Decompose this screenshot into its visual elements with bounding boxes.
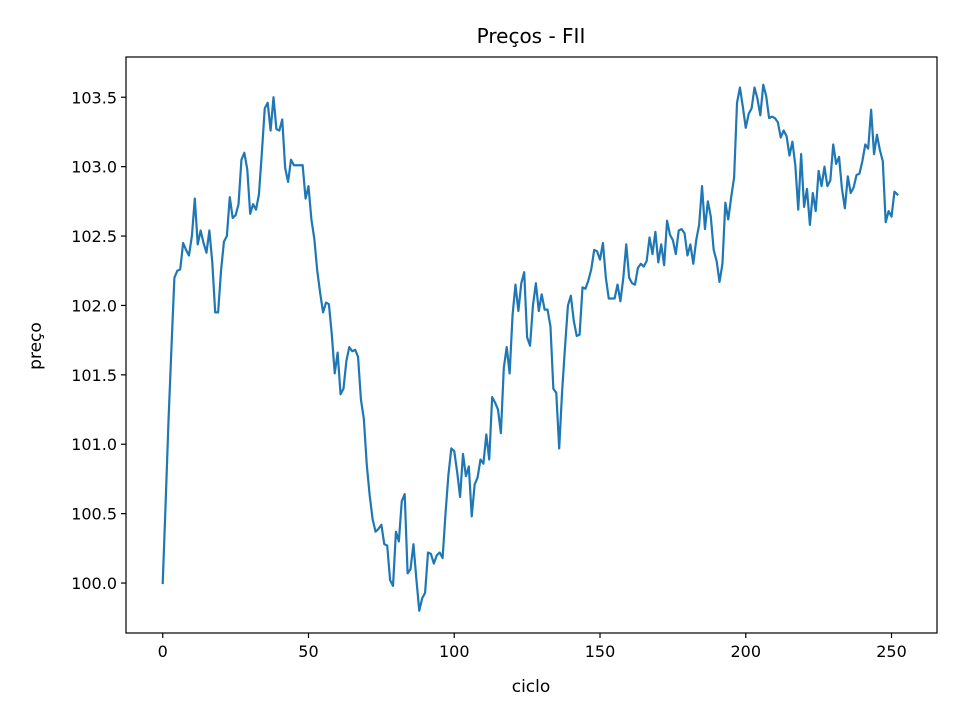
- plot-area: 0 50 100 150 200 250 100.0 100.5 101.0 101.5 102.0…: [71, 56, 938, 661]
- x-tick-label: 200: [730, 642, 761, 661]
- x-tick-label: 50: [298, 642, 318, 661]
- y-tick-label: 101.0: [71, 435, 117, 454]
- x-tick-label: 100: [439, 642, 470, 661]
- x-tick-label: 250: [876, 642, 907, 661]
- y-tick-label: 103.5: [71, 88, 117, 107]
- x-axis-label: ciclo: [512, 677, 551, 697]
- y-tick-label: 100.0: [71, 574, 117, 593]
- series-line-0: [161, 83, 899, 612]
- y-tick-label: 101.5: [71, 366, 117, 385]
- x-tick-label: 150: [585, 642, 616, 661]
- x-tick-label: 0: [158, 642, 168, 661]
- y-tick-label: 102.0: [71, 296, 117, 315]
- y-axis-label: preço: [26, 322, 46, 370]
- y-tick-label: 100.5: [71, 505, 117, 524]
- y-tick-label: 102.5: [71, 227, 117, 246]
- axes-frame: [125, 56, 938, 634]
- y-tick-label: 103.0: [71, 158, 117, 177]
- chart-title: Preços - FII: [477, 24, 586, 48]
